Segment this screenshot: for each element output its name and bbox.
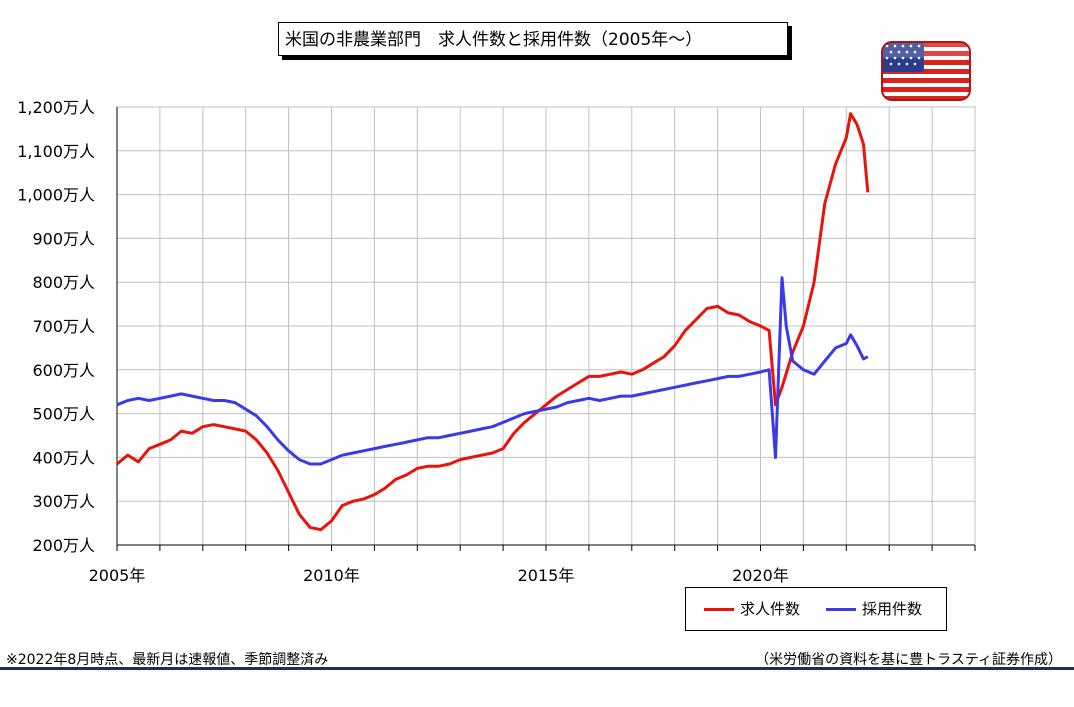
legend-swatch-red: [704, 608, 734, 611]
y-tick-label: 400万人: [32, 448, 95, 467]
legend-swatch-blue: [826, 608, 856, 611]
legend-item-job-openings: 求人件数: [704, 588, 800, 630]
y-tick-label: 600万人: [32, 361, 95, 380]
legend-label: 採用件数: [862, 600, 923, 618]
series-lines: [116, 112, 870, 532]
y-tick-label: 300万人: [32, 492, 95, 511]
x-axis-labels: 2005年 2010年 2015年 2020年: [89, 566, 789, 585]
legend-label: 求人件数: [740, 600, 801, 618]
y-tick-label: 200万人: [32, 536, 95, 555]
y-axis-labels: 200万人 300万人 400万人 500万人 600万人 700万人 800万人 900万人…: [17, 98, 95, 555]
chart-title: 米国の非農業部門 求人件数と採用件数（2005年～）: [278, 22, 788, 56]
y-tick-label: 1,100万人: [17, 142, 95, 161]
footnote: ※2022年8月時点、最新月は速報値、季節調整済み: [6, 652, 329, 668]
axes: [116, 107, 976, 551]
y-tick-label: 500万人: [32, 405, 95, 424]
y-tick-label: 1,200万人: [17, 98, 95, 117]
x-tick-label: 2015年: [518, 566, 575, 585]
y-tick-label: 800万人: [32, 273, 95, 292]
legend-item-hires: 採用件数: [826, 588, 922, 630]
x-tick-label: 2020年: [732, 566, 789, 585]
source-note: （米労働省の資料を基に豊トラスティ証券作成）: [755, 652, 1062, 668]
x-tick-label: 2010年: [303, 566, 360, 585]
series-line-job-openings: [116, 112, 870, 532]
us-flag-icon: [881, 41, 971, 101]
chart-legend: 求人件数 採用件数: [685, 587, 947, 631]
bottom-divider: [0, 667, 1074, 670]
x-tick-label: 2005年: [89, 566, 146, 585]
y-tick-label: 700万人: [32, 317, 95, 336]
y-tick-label: 1,000万人: [17, 186, 95, 205]
grid-lines: [116, 106, 976, 546]
y-tick-label: 900万人: [32, 229, 95, 248]
series-line-hires: [116, 276, 869, 466]
